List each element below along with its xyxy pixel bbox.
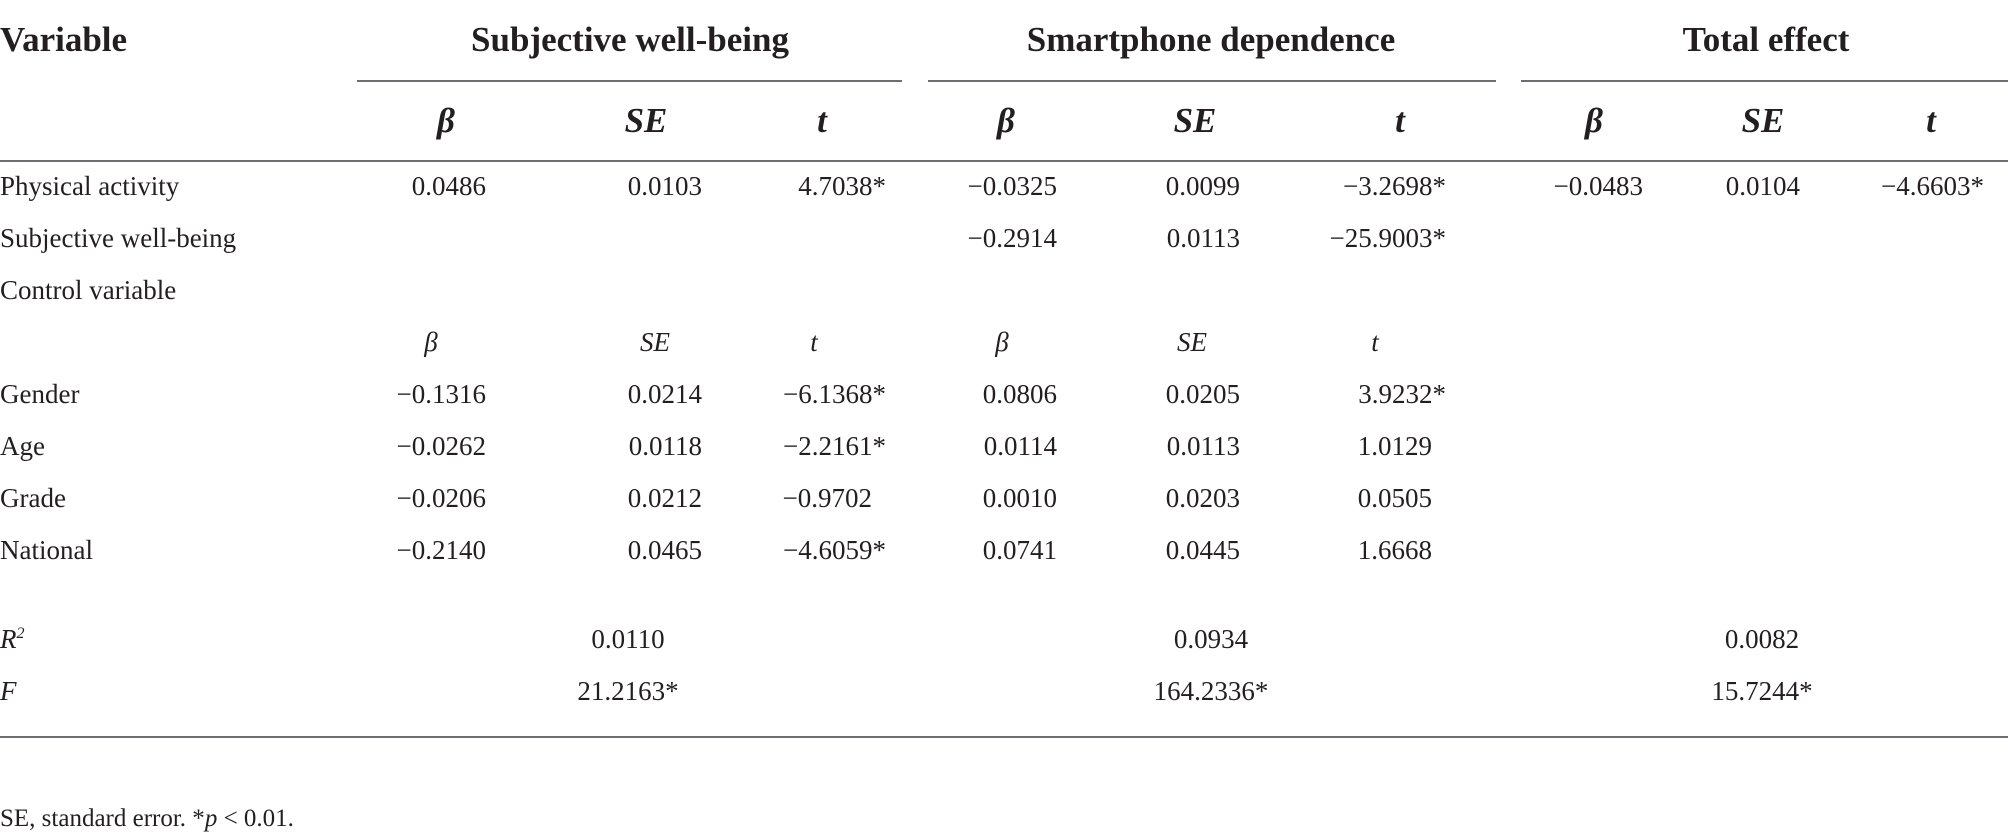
cell: −0.2140: [396, 535, 486, 565]
cell: −0.0262: [396, 431, 486, 461]
group-rule-subjective-wellbeing: [357, 80, 902, 82]
cell: −2.2161*: [783, 431, 886, 461]
cell: 0.0114: [983, 431, 1057, 461]
cell: 0.0465: [627, 535, 702, 565]
cell: 1.6668: [1357, 535, 1432, 565]
subheader-t-2: t: [1371, 327, 1379, 357]
footnote-suffix: < 0.01.: [217, 805, 294, 832]
cell: 0.0205: [1165, 379, 1240, 409]
row-label-r-squared: R2: [0, 626, 25, 653]
header-variable: Variable: [0, 20, 128, 59]
header-t-2: t: [1395, 101, 1405, 140]
cell: 1.0129: [1357, 431, 1432, 461]
cell: 0.0214: [627, 379, 702, 409]
row-label-age: Age: [0, 431, 45, 461]
row-label-physical-activity: Physical activity: [0, 171, 180, 201]
cell: −6.1368*: [783, 379, 886, 409]
cell: −25.9003*: [1329, 223, 1446, 253]
header-beta-1: β: [437, 101, 455, 140]
row-label-gender: Gender: [0, 379, 80, 409]
header-se-2: SE: [1173, 101, 1217, 140]
subheader-beta-1: β: [424, 327, 438, 357]
cell: 164.2336*: [1153, 676, 1269, 706]
cell: 0.0934: [1173, 624, 1249, 654]
footnote: SE, standard error. *p < 0.01.: [0, 806, 294, 831]
row-label-f: F: [0, 676, 17, 706]
cell: 0.0082: [1724, 624, 1800, 654]
header-beta-3: β: [1585, 101, 1603, 140]
cell: −0.0325: [967, 171, 1057, 201]
cell: 21.2163*: [577, 676, 679, 706]
cell: −0.1316: [396, 379, 486, 409]
header-group-smartphone-dependence: Smartphone dependence: [1026, 20, 1396, 59]
row-label-national: National: [0, 535, 93, 565]
cell: 0.0113: [1166, 431, 1240, 461]
group-rule-total-effect: [1521, 80, 2008, 82]
subheader-t-1: t: [810, 327, 818, 357]
cell: −3.2698*: [1343, 171, 1446, 201]
subheader-se-1: SE: [640, 327, 670, 357]
r-squared-label: R: [0, 624, 17, 654]
header-group-subjective-wellbeing: Subjective well-being: [471, 20, 789, 59]
row-label-subjective-wellbeing: Subjective well-being: [0, 223, 237, 253]
r-squared-exponent: 2: [16, 625, 25, 642]
cell: −0.0206: [396, 483, 486, 513]
header-t-1: t: [817, 101, 827, 140]
cell: 0.0445: [1165, 535, 1240, 565]
cell: 0.0203: [1165, 483, 1240, 513]
cell: 0.0010: [982, 483, 1057, 513]
cell: 15.7244*: [1711, 676, 1813, 706]
table-bottom-rule: [0, 736, 2008, 738]
cell: −0.9702: [782, 483, 872, 513]
cell: −0.2914: [967, 223, 1057, 253]
cell: 0.0212: [627, 483, 702, 513]
header-t-3: t: [1926, 101, 1936, 140]
cell: 0.0118: [628, 431, 702, 461]
header-group-total-effect: Total effect: [1682, 20, 1850, 59]
footnote-p: p: [204, 805, 218, 832]
cell: 3.9232*: [1358, 379, 1446, 409]
cell: 0.0113: [1166, 223, 1240, 253]
group-rule-smartphone-dependence: [928, 80, 1496, 82]
header-se-1: SE: [624, 101, 668, 140]
cell: 0.0110: [591, 624, 665, 654]
cell: 0.0104: [1725, 171, 1800, 201]
row-label-control-variable: Control variable: [0, 275, 177, 305]
cell: 4.7038*: [798, 171, 886, 201]
header-beta-2: β: [997, 101, 1015, 140]
header-se-3: SE: [1741, 101, 1785, 140]
cell: 0.0505: [1357, 483, 1432, 513]
subheader-beta-2: β: [995, 327, 1009, 357]
header-bottom-rule: [0, 160, 2008, 162]
cell: 0.0806: [982, 379, 1057, 409]
footnote-prefix: SE, standard error. *: [0, 805, 205, 832]
cell: 0.0486: [411, 171, 486, 201]
cell: −0.0483: [1553, 171, 1643, 201]
cell: −4.6059*: [783, 535, 886, 565]
cell: 0.0741: [982, 535, 1057, 565]
cell: −4.6603*: [1881, 171, 1984, 201]
row-label-grade: Grade: [0, 483, 66, 513]
cell: 0.0103: [627, 171, 702, 201]
cell: 0.0099: [1165, 171, 1240, 201]
subheader-se-2: SE: [1177, 327, 1207, 357]
